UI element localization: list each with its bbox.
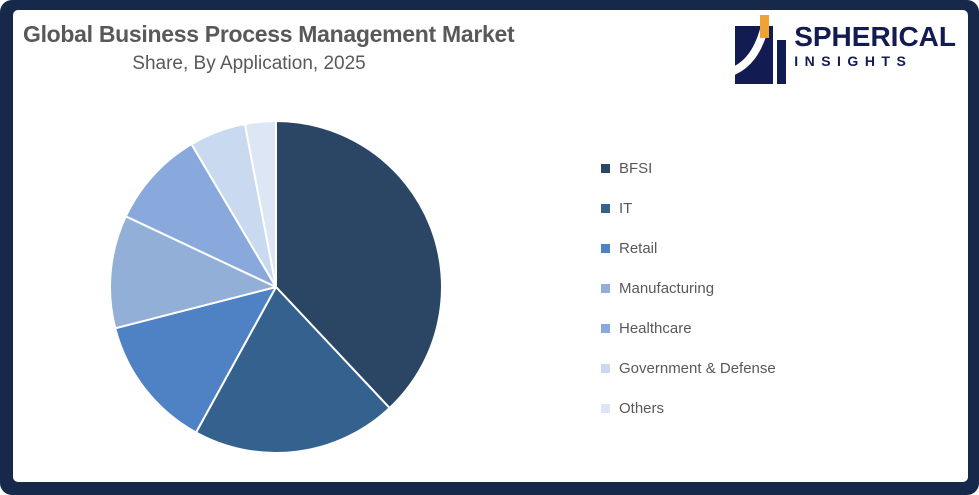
title-block: Global Business Process Management Marke…	[23, 20, 515, 76]
spherical-insights-logo-icon	[729, 14, 787, 91]
legend-swatch-icon	[601, 283, 610, 293]
legend-item-others: Others	[601, 388, 776, 428]
legend-swatch-icon	[601, 243, 610, 253]
legend-item-manufacturing: Manufacturing	[601, 268, 776, 308]
legend-label: BFSI	[619, 159, 653, 177]
pie-chart	[108, 119, 444, 455]
chart-canvas: Global Business Process Management Marke…	[13, 10, 968, 482]
chart-legend: BFSI IT Retail Manufacturing Healthcare …	[601, 148, 776, 428]
legend-swatch-icon	[601, 403, 610, 413]
legend-swatch-icon	[601, 323, 610, 333]
legend-label: IT	[619, 199, 633, 217]
pie-slice-manufacturing	[109, 215, 277, 330]
chart-subtitle: Share, By Application, 2025	[132, 52, 366, 74]
legend-item-it: IT	[601, 188, 776, 228]
legend-item-healthcare: Healthcare	[601, 308, 776, 348]
legend-swatch-icon	[601, 163, 610, 173]
legend-label: Government & Defense	[619, 359, 776, 377]
pie-slice-others	[243, 120, 277, 288]
logo-tagline: INSIGHTS	[794, 53, 913, 70]
legend-item-government-defense: Government & Defense	[601, 348, 776, 388]
pie-slice-it	[195, 286, 391, 454]
pie-slice-healthcare	[124, 143, 277, 288]
legend-item-retail: Retail	[601, 228, 776, 268]
legend-label: Healthcare	[619, 319, 692, 337]
legend-item-bfsi: BFSI	[601, 148, 776, 188]
legend-label: Retail	[619, 239, 658, 257]
spherical-insights-logo: SPHERICAL INSIGHTS	[729, 14, 956, 91]
pie-slice-bfsi	[275, 120, 443, 410]
pie-slice-retail	[114, 286, 277, 434]
legend-label: Manufacturing	[619, 279, 715, 297]
chart-title: Global Business Process Management Marke…	[23, 21, 515, 47]
legend-label: Others	[619, 399, 665, 417]
logo-text: SPHERICAL INSIGHTS	[794, 21, 956, 70]
logo-name: SPHERICAL	[794, 21, 956, 52]
legend-swatch-icon	[601, 363, 610, 373]
legend-swatch-icon	[601, 203, 610, 213]
